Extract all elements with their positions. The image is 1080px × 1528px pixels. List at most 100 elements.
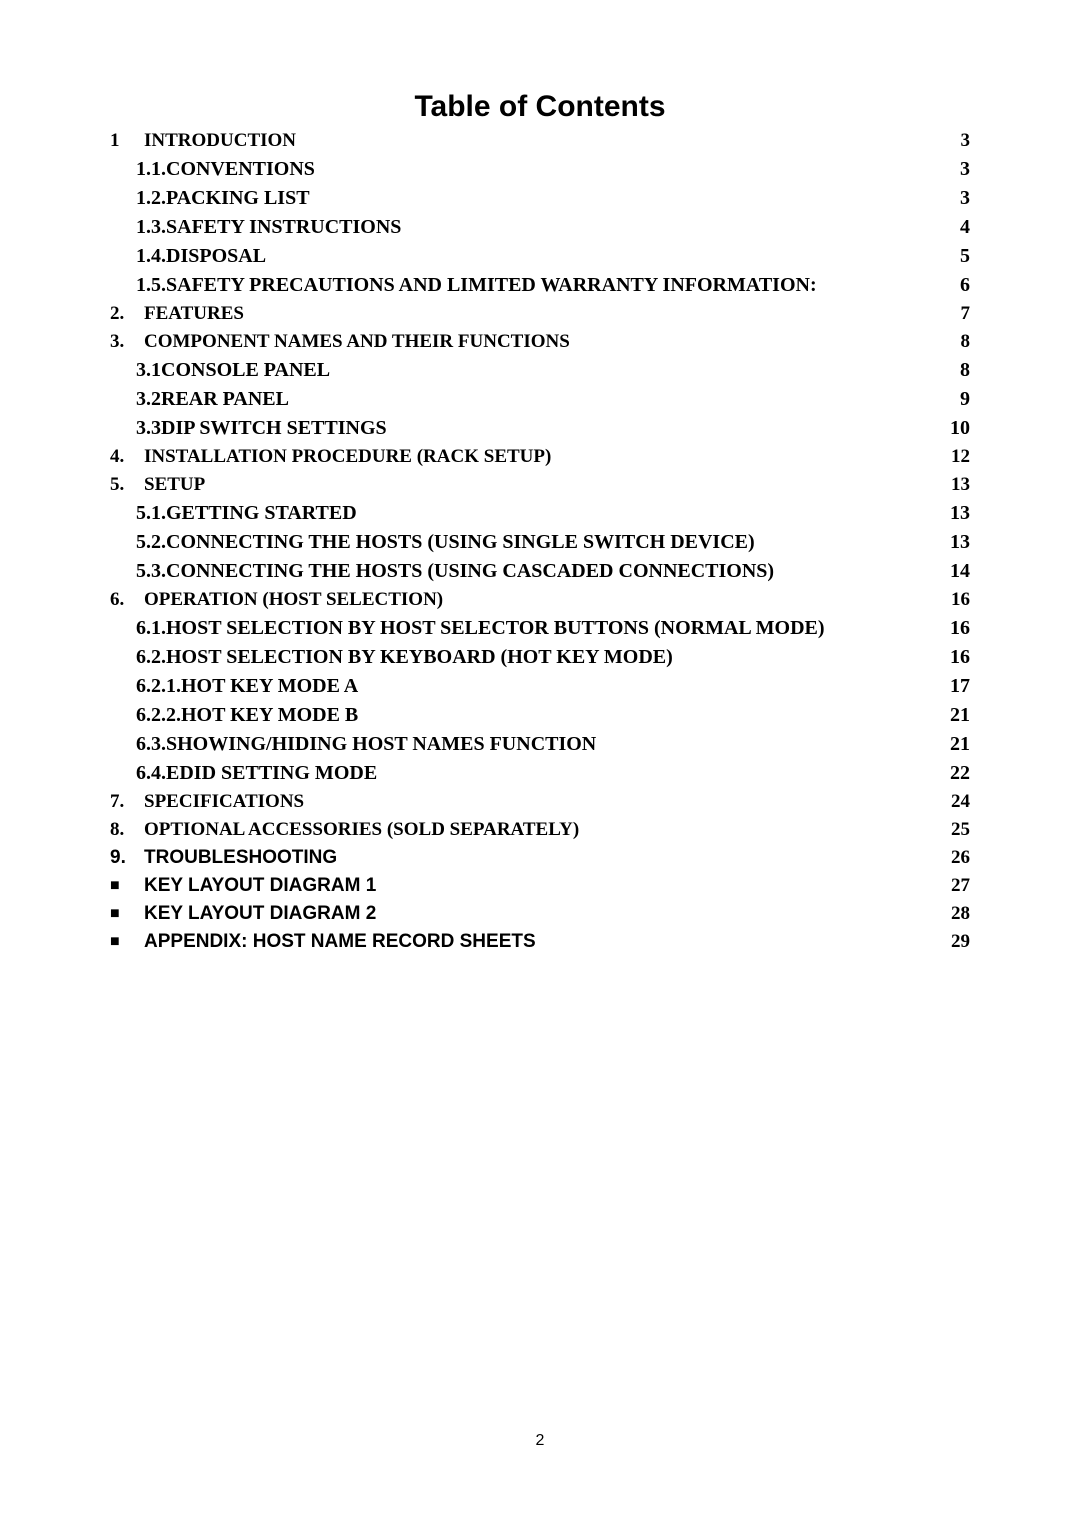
- toc-entry-page: 16: [950, 646, 970, 669]
- toc-entry-label: SHOWING/HIDING HOST NAMES FUNCTION: [166, 733, 596, 756]
- toc-entry-number: 7.: [110, 791, 144, 813]
- document-page: Table of Contents 1 INTRODUCTION31.1. CO…: [0, 0, 1080, 1528]
- toc-entry-page: 8: [960, 359, 970, 382]
- toc-entry-label: SAFETY INSTRUCTIONS: [166, 216, 401, 239]
- toc-entry-page: 21: [950, 704, 970, 727]
- toc-entry-label: HOST SELECTION BY KEYBOARD (HOT KEY MODE…: [166, 646, 673, 669]
- square-bullet-icon: ■: [110, 934, 144, 950]
- toc-entry-number: 1: [110, 130, 144, 152]
- toc-entry-page: 16: [950, 617, 970, 640]
- toc-entry: 6.1. HOST SELECTION BY HOST SELECTOR BUT…: [110, 617, 970, 640]
- toc-entry: 6.2. HOST SELECTION BY KEYBOARD (HOT KEY…: [110, 646, 970, 669]
- toc-entry-label: OPERATION (HOST SELECTION): [144, 589, 443, 611]
- toc-entry-number: 1.3.: [136, 216, 166, 239]
- toc-entry: 6.2.1. HOT KEY MODE A 17: [110, 675, 970, 698]
- toc-entry-number: 6.2.: [136, 646, 166, 669]
- toc-entry-number: 4.: [110, 446, 144, 468]
- toc-entry-number: 1.1.: [136, 158, 166, 181]
- toc-entry-number: 1.5.: [136, 274, 166, 297]
- toc-entry-label: GETTING STARTED: [166, 502, 357, 525]
- toc-entry-page: 3: [961, 130, 971, 152]
- toc-entry: 8. OPTIONAL ACCESSORIES (SOLD SEPARATELY…: [110, 819, 970, 841]
- toc-entry: 5. SETUP13: [110, 474, 970, 496]
- toc-entry: 1.5. SAFETY PRECAUTIONS AND LIMITED WARR…: [110, 274, 970, 297]
- toc-entry-label: INSTALLATION PROCEDURE (RACK SETUP): [144, 446, 551, 468]
- toc-entry-page: 21: [950, 733, 970, 756]
- toc-entry: 3.2 REAR PANEL 9: [110, 388, 970, 411]
- toc-entry-number: 6.1.: [136, 617, 166, 640]
- toc-entry: 5.2. CONNECTING THE HOSTS (USING SINGLE …: [110, 531, 970, 554]
- toc-entry-label: DIP SWITCH SETTINGS: [161, 417, 387, 440]
- toc-entry: 6. OPERATION (HOST SELECTION)16: [110, 589, 970, 611]
- toc-entry-label: KEY LAYOUT DIAGRAM 1: [144, 875, 376, 897]
- toc-entry: 4. INSTALLATION PROCEDURE (RACK SETUP) 12: [110, 446, 970, 468]
- toc-entry-number: 5.: [110, 474, 144, 496]
- toc-entry-number: 5.2.: [136, 531, 166, 554]
- toc-entry-label: CONNECTING THE HOSTS (USING SINGLE SWITC…: [166, 531, 755, 554]
- toc-entry: ■APPENDIX: HOST NAME RECORD SHEETS29: [110, 931, 970, 953]
- toc-entry: 3. COMPONENT NAMES AND THEIR FUNCTIONS 8: [110, 331, 970, 353]
- toc-entry-label: INTRODUCTION: [144, 130, 296, 152]
- toc-entry: 1.2. PACKING LIST3: [110, 187, 970, 210]
- toc-entry-number: 3.1: [136, 359, 161, 382]
- toc-entry-label: HOST SELECTION BY HOST SELECTOR BUTTONS …: [166, 617, 825, 640]
- toc-entry-label: CONVENTIONS: [166, 158, 315, 181]
- toc-entry-number: 3.3: [136, 417, 161, 440]
- toc-entry-label: SETUP: [144, 474, 205, 496]
- toc-entry-page: 22: [950, 762, 970, 785]
- toc-entry-page: 28: [951, 903, 970, 925]
- toc-entry-label: PACKING LIST: [166, 187, 310, 210]
- toc-entry-page: 12: [951, 446, 970, 468]
- toc-entry: 5.3. CONNECTING THE HOSTS (USING CASCADE…: [110, 560, 970, 583]
- toc-entry-page: 4: [960, 216, 970, 239]
- toc-entry-label: HOT KEY MODE A: [181, 675, 358, 698]
- toc-entry-number: 8.: [110, 819, 144, 841]
- toc-entry-number: 6.4.: [136, 762, 166, 785]
- toc-entry: 6.4. EDID SETTING MODE22: [110, 762, 970, 785]
- toc-entry-number: 6.: [110, 589, 144, 611]
- toc-entry: ■KEY LAYOUT DIAGRAM 2 28: [110, 903, 970, 925]
- toc-entry-page: 7: [961, 303, 971, 325]
- toc-entry-label: KEY LAYOUT DIAGRAM 2: [144, 903, 376, 925]
- toc-entry-number: 9.: [110, 847, 144, 869]
- toc-entry: 3.3 DIP SWITCH SETTINGS 10: [110, 417, 970, 440]
- toc-entry-number: 5.1.: [136, 502, 166, 525]
- toc-entry-page: 10: [950, 417, 970, 440]
- toc-entry: 1.3. SAFETY INSTRUCTIONS 4: [110, 216, 970, 239]
- toc-entry-page: 13: [950, 502, 970, 525]
- toc-entry-label: COMPONENT NAMES AND THEIR FUNCTIONS: [144, 331, 570, 353]
- toc-entry-page: 6: [960, 274, 970, 297]
- page-number: 2: [0, 1432, 1080, 1450]
- toc-entry-label: CONSOLE PANEL: [161, 359, 330, 382]
- toc-entry-number: 3.2: [136, 388, 161, 411]
- toc-entry-label: SAFETY PRECAUTIONS AND LIMITED WARRANTY …: [166, 274, 817, 297]
- square-bullet-icon: ■: [110, 906, 144, 922]
- toc-entry-page: 9: [960, 388, 970, 411]
- toc-entry-number: 1.2.: [136, 187, 166, 210]
- toc-entry: ■KEY LAYOUT DIAGRAM 1 27: [110, 875, 970, 897]
- toc-entry-page: 27: [951, 875, 970, 897]
- toc-entry: 5.1. GETTING STARTED 13: [110, 502, 970, 525]
- toc-entry-label: OPTIONAL ACCESSORIES (SOLD SEPARATELY): [144, 819, 579, 841]
- toc-entry-label: SPECIFICATIONS: [144, 791, 304, 813]
- toc-entry-number: 5.3.: [136, 560, 166, 583]
- toc-entry-page: 24: [951, 791, 970, 813]
- toc-entry-number: 3.: [110, 331, 144, 353]
- toc-entry-label: DISPOSAL: [166, 245, 266, 268]
- toc-entry-page: 17: [950, 675, 970, 698]
- toc-entry-page: 29: [951, 931, 970, 953]
- toc-entry: 1 INTRODUCTION 3: [110, 130, 970, 152]
- toc-entry-page: 8: [961, 331, 971, 353]
- toc-entry-page: 14: [950, 560, 970, 583]
- toc-entry-number: 1.4.: [136, 245, 166, 268]
- toc-entry-label: REAR PANEL: [161, 388, 289, 411]
- toc-entry-page: 25: [951, 819, 970, 841]
- toc-entry-page: 3: [960, 158, 970, 181]
- toc-entry: 9. TROUBLESHOOTING26: [110, 847, 970, 869]
- toc-entry-number: 2.: [110, 303, 144, 325]
- toc-entry-page: 26: [951, 847, 970, 869]
- square-bullet-icon: ■: [110, 878, 144, 894]
- toc-entry-number: 6.2.1.: [136, 675, 181, 698]
- toc-entry-number: 6.2.2.: [136, 704, 181, 727]
- toc-entry-number: 6.3.: [136, 733, 166, 756]
